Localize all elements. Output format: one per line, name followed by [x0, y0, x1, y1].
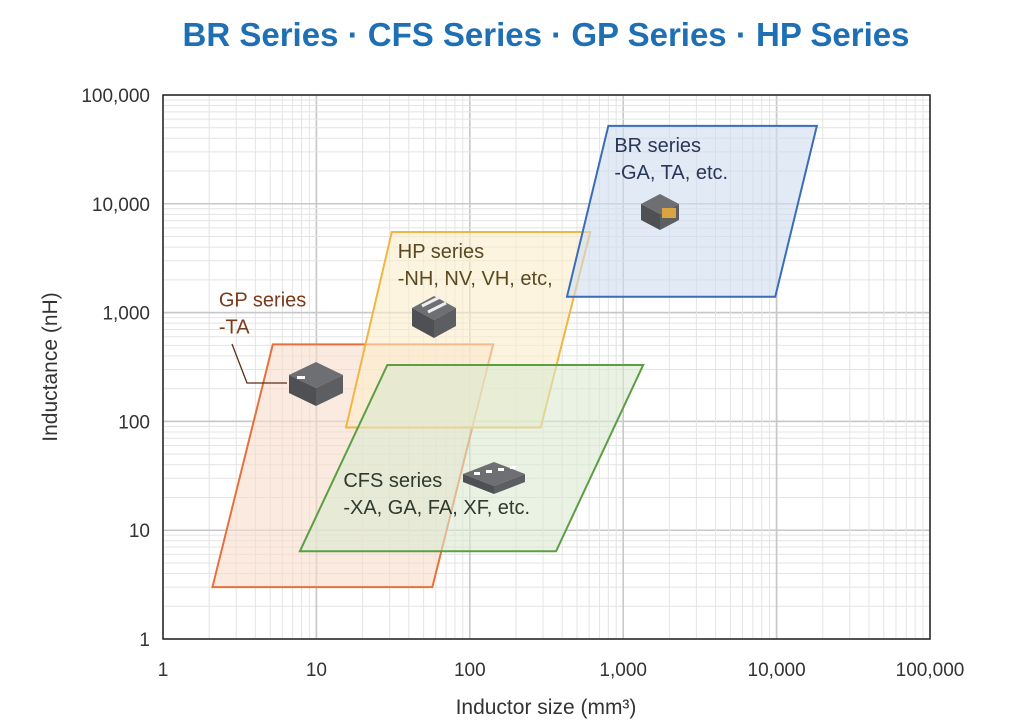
plot-frame	[162, 94, 931, 640]
series-label: CFS series	[343, 470, 442, 492]
series-label: -GA, TA, etc.	[614, 162, 728, 184]
y-tick-label: 100	[118, 412, 150, 433]
br-inductor-icon	[641, 194, 679, 230]
series-label: GP series	[219, 289, 306, 311]
x-axis-label: Inductor size (mm³)	[456, 696, 637, 719]
y-axis-label: Inductance (nH)	[39, 292, 62, 441]
y-tick-label: 1,000	[102, 304, 150, 325]
chart-title: BR Series · CFS Series · GP Series · HP …	[183, 16, 910, 53]
x-tick-label: 1	[158, 660, 169, 681]
series-region-br	[565, 124, 819, 298]
y-tick-label: 100,000	[81, 86, 150, 107]
tick-labels: 1 10 100 1,000 10,000 100,000 1 10 100 1,000 10,00…	[81, 86, 964, 681]
series-shapes	[211, 124, 819, 589]
series-label: -NH, NV, VH, etc,	[398, 268, 553, 290]
x-tick-label: 100,000	[896, 660, 965, 681]
series-label: HP series	[398, 241, 484, 263]
y-tick-label: 1	[139, 630, 150, 651]
cfs-inductor-icon	[463, 462, 525, 494]
series-label: BR series	[614, 135, 701, 157]
gp-leader-line	[231, 343, 287, 384]
series-label: -XA, GA, FA, XF, etc.	[343, 497, 530, 519]
y-tick-label: 10	[129, 521, 150, 542]
x-tick-label: 10	[306, 660, 327, 681]
series-labels: GP series -TA HP series -NH, NV, VH, etc, BR…	[219, 135, 728, 519]
x-tick-label: 10,000	[748, 660, 806, 681]
x-tick-label: 1,000	[599, 660, 647, 681]
x-tick-label: 100	[454, 660, 486, 681]
series-label: -TA	[219, 316, 250, 338]
gp-inductor-icon	[289, 362, 343, 406]
hp-inductor-icon	[412, 295, 456, 338]
series-region-cfs	[298, 363, 645, 553]
y-tick-label: 10,000	[92, 195, 150, 216]
component-icons	[289, 194, 679, 494]
